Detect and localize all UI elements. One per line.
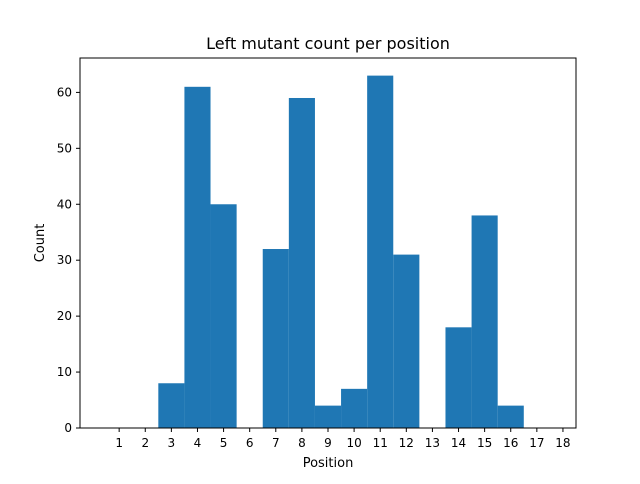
x-tick-label: 10	[346, 436, 361, 450]
x-tick-label: 1	[115, 436, 123, 450]
x-axis-ticks: 1 2 3 4 5 6 7 8 9 10 11 12 13 14 15 16 17 18	[115, 428, 571, 450]
x-tick-label: 17	[529, 436, 544, 450]
y-tick-label: 10	[57, 365, 72, 379]
y-axis-ticks: 0 10 20 30 40 50 60	[57, 85, 80, 435]
x-tick-label: 9	[324, 436, 332, 450]
bar-position-5	[210, 204, 237, 428]
bar-position-3	[158, 383, 185, 428]
y-tick-label: 50	[57, 141, 72, 155]
y-tick-label: 0	[64, 421, 72, 435]
x-tick-label: 8	[298, 436, 306, 450]
bar-position-16	[497, 405, 524, 428]
bar-position-15	[471, 215, 498, 428]
bar-position-4	[184, 86, 211, 428]
bar-series	[158, 75, 524, 429]
y-tick-label: 20	[57, 309, 72, 323]
y-tick-label: 40	[57, 197, 72, 211]
bar-position-11	[367, 75, 394, 428]
y-tick-label: 60	[57, 85, 72, 99]
x-tick-label: 7	[272, 436, 280, 450]
x-tick-label: 4	[194, 436, 202, 450]
x-tick-label: 14	[451, 436, 466, 450]
x-tick-label: 12	[399, 436, 414, 450]
bar-position-9	[314, 405, 342, 428]
x-tick-label: 2	[141, 436, 149, 450]
y-axis-label: Count	[33, 224, 48, 263]
y-tick-label: 30	[57, 253, 72, 267]
x-tick-label: 6	[246, 436, 254, 450]
x-tick-label: 13	[425, 436, 440, 450]
x-tick-label: 11	[373, 436, 388, 450]
x-tick-label: 18	[555, 436, 570, 450]
x-tick-label: 5	[220, 436, 228, 450]
chart-title: Left mutant count per position	[206, 34, 450, 53]
plot-frame	[79, 57, 577, 429]
bar-position-7	[262, 249, 289, 428]
x-tick-label: 16	[503, 436, 518, 450]
bar-position-12	[393, 254, 420, 428]
x-tick-label: 3	[168, 436, 176, 450]
bar-position-10	[341, 388, 368, 428]
x-tick-label: 15	[477, 436, 492, 450]
bar-position-8	[288, 97, 315, 429]
bar-position-14	[445, 327, 472, 428]
x-axis-label: Position	[303, 456, 354, 471]
